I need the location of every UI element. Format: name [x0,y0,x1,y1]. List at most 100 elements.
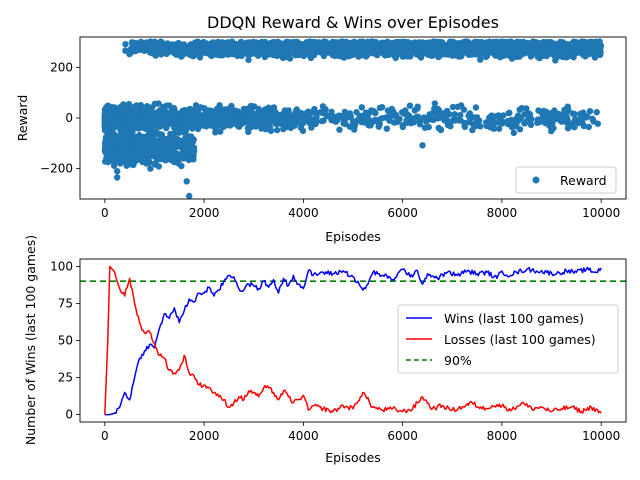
reward-point [521,120,528,127]
reward-point [208,120,216,127]
reward-point [506,109,513,117]
reward-point [369,108,376,115]
reward-point [421,116,428,123]
reward-point [399,122,406,129]
reward-point [416,121,424,128]
reward-point [190,119,197,126]
reward-point [375,123,382,130]
reward-point [183,178,190,185]
reward-point [192,114,199,121]
reward-point [584,113,591,120]
reward-point [508,40,515,48]
reward-point [556,113,563,121]
reward-chart-title: DDQN Reward & Wins over Episodes [207,13,499,32]
reward-point [146,40,153,48]
wins-x-ticks: 0 2000 4000 6000 8000 10000 [101,422,620,443]
reward-point [176,154,184,162]
wins-legend-box [397,304,619,374]
reward-point [103,105,110,112]
reward-point [516,106,523,113]
reward-point [165,117,173,125]
reward-point [122,41,129,48]
reward-point [366,121,373,128]
reward-point [225,44,233,51]
reward-point [274,111,282,119]
reward-point [118,151,125,158]
reward-point [466,51,473,58]
reward-point [327,43,334,50]
reward-x-tick-label: 2000 [189,206,220,220]
reward-point [152,120,159,127]
reward-point [150,145,157,152]
reward-point [230,117,237,125]
reward-point [583,51,590,58]
reward-x-tick-label: 6000 [387,206,418,220]
reward-point [122,47,129,54]
reward-plot-area [101,38,605,200]
reward-point [114,174,121,181]
reward-point [444,121,452,129]
reward-point [576,118,584,126]
reward-point [477,123,484,130]
reward-point [383,125,390,132]
reward-y-ticks: −200 0 200 [40,60,80,176]
reward-point [193,47,200,55]
reward-point [445,47,453,55]
reward-point [376,104,384,112]
wins-y-tick-label: 100 [50,259,73,273]
wins-y-tick-label: 75 [58,296,73,310]
reward-point [510,129,517,137]
wins-y-tick-label: 50 [58,334,73,348]
reward-point [234,43,241,50]
reward-point [143,103,151,110]
reward-point [198,48,205,55]
reward-point [508,116,515,124]
reward-point [568,40,575,47]
reward-point [147,165,154,172]
reward-point [112,151,119,158]
wins-x-tick-label: 0 [101,429,109,443]
reward-point [120,101,127,108]
reward-point [463,44,470,51]
reward-point [209,109,216,116]
reward-point [153,114,161,122]
reward-point [252,123,259,130]
reward-point [336,126,343,133]
reward-point [551,47,558,54]
reward-point [124,160,132,168]
reward-point [272,40,280,48]
reward-legend: Reward [515,166,617,194]
reward-point [320,117,327,124]
wins-y-tick-label: 25 [58,371,73,385]
reward-point [238,52,245,59]
reward-point [136,41,143,49]
reward-point [436,43,443,51]
reward-point [514,112,522,119]
reward-point [274,52,281,60]
reward-point [371,116,379,124]
reward-point [101,126,109,134]
reward-point [363,116,370,123]
reward-point [501,50,508,57]
reward-point [371,45,379,52]
reward-point [571,115,579,123]
reward-point [278,47,286,54]
reward-point [400,41,408,48]
reward-point [151,100,159,108]
wins-plot-area [80,265,626,416]
reward-point [297,124,305,131]
reward-point [495,125,503,132]
reward-point [128,39,136,46]
reward-point [353,109,360,116]
reward-point [517,42,524,49]
reward-point [361,42,369,50]
reward-point [562,50,569,57]
reward-x-axis-label: Episodes [325,229,381,244]
reward-point [411,107,418,114]
reward-point [114,168,121,175]
reward-point [469,126,476,134]
reward-point [298,112,305,119]
reward-point [123,120,130,127]
reward-point [181,116,188,123]
reward-point [488,45,495,52]
